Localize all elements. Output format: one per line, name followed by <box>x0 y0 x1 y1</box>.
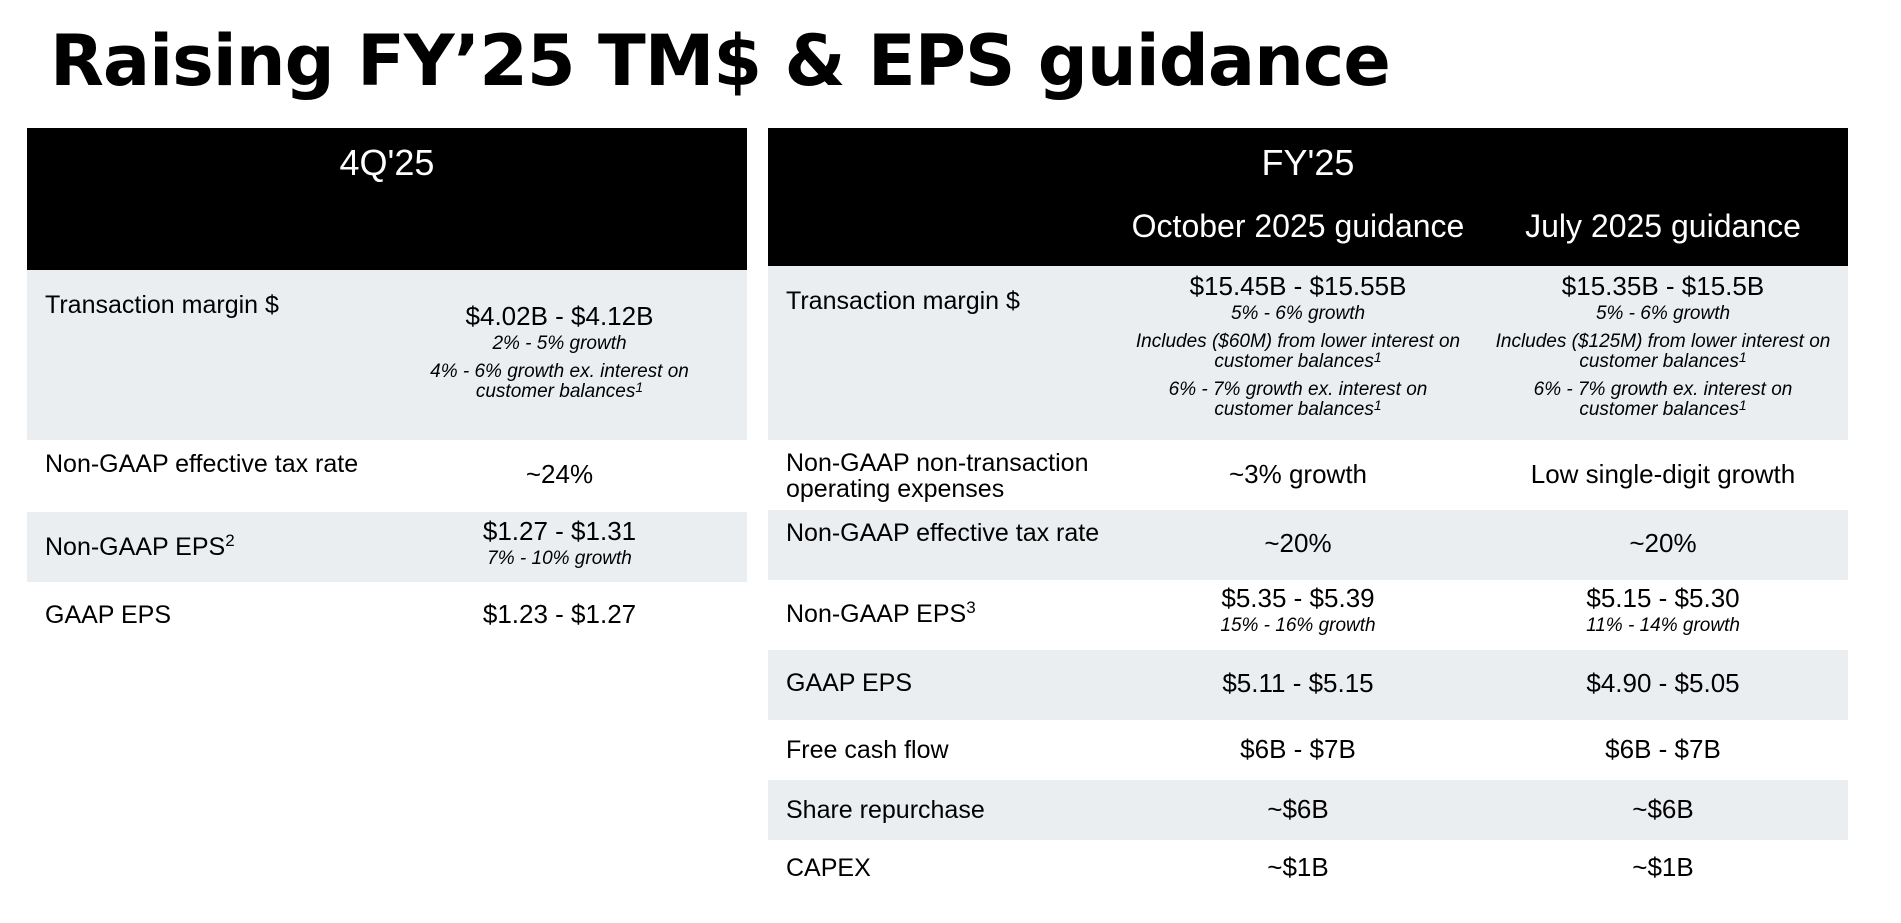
row-note: 15% - 16% growth <box>1220 614 1376 636</box>
row-value-cell: $5.35 - $5.39 15% - 16% growth <box>1118 583 1478 636</box>
note-text: Includes ($60M) from lower interest on c… <box>1135 330 1461 372</box>
table-row: GAAP EPS $5.11 - $5.15 $4.90 - $5.05 <box>768 650 1848 720</box>
column-header-october: October 2025 guidance <box>1131 208 1465 244</box>
row-value-cell: ~20% <box>1483 528 1843 559</box>
row-value-cell: $1.23 - $1.27 <box>362 599 757 630</box>
row-value-cell: $5.15 - $5.30 11% - 14% growth <box>1483 583 1843 636</box>
row-value: $5.35 - $5.39 <box>1221 583 1375 613</box>
row-value: ~$1B <box>1267 852 1329 882</box>
row-value: $6B - $7B <box>1605 734 1721 764</box>
row-value: $5.15 - $5.30 <box>1586 583 1740 613</box>
note-text: 6% - 7% growth ex. interest on customer … <box>1533 378 1793 420</box>
quarter-header-title: 4Q'25 <box>339 142 435 183</box>
row-value: $5.11 - $5.15 <box>1222 668 1374 698</box>
table-row: Share repurchase ~$6B ~$6B <box>768 780 1848 840</box>
row-value-cell: ~20% <box>1118 528 1478 559</box>
row-note: Includes ($60M) from lower interest on c… <box>1118 330 1478 372</box>
row-value-cell: ~24% <box>362 459 757 490</box>
row-note: 2% - 5% growth <box>492 332 627 354</box>
footnote-ref: 1 <box>1738 348 1747 365</box>
row-value: $4.90 - $5.05 <box>1586 668 1740 698</box>
row-value: $4.02B - $4.12B <box>465 301 654 331</box>
row-note: 6% - 7% growth ex. interest on customer … <box>1118 378 1478 420</box>
row-value: $15.45B - $15.55B <box>1189 271 1407 301</box>
table-row: CAPEX ~$1B ~$1B <box>768 840 1848 900</box>
row-value-cell: $6B - $7B <box>1483 734 1843 765</box>
fy-table-header: FY'25 October 2025 guidance July 2025 gu… <box>768 128 1848 266</box>
table-row: GAAP EPS $1.23 - $1.27 <box>27 582 747 654</box>
row-value-cell: $15.35B - $15.5B 5% - 6% growth Includes… <box>1483 271 1843 420</box>
footnote-ref: 2 <box>225 531 235 550</box>
row-value: $1.23 - $1.27 <box>482 599 637 629</box>
row-value: ~20% <box>1264 528 1332 558</box>
row-value-cell: $15.45B - $15.55B 5% - 6% growth Include… <box>1118 271 1478 420</box>
row-value: $6B - $7B <box>1240 734 1356 764</box>
table-row: Non-GAAP effective tax rate ~20% ~20% <box>768 510 1848 580</box>
row-label: Share repurchase <box>786 796 985 824</box>
row-label: GAAP EPS <box>786 669 912 697</box>
note-text: 4% - 6% growth ex. interest on customer … <box>430 360 689 402</box>
row-value: ~$6B <box>1632 794 1694 824</box>
footnote-ref: 1 <box>1738 396 1747 413</box>
row-note: 4% - 6% growth ex. interest on customer … <box>362 360 757 402</box>
row-value: ~$6B <box>1267 794 1329 824</box>
note-text: 6% - 7% growth ex. interest on customer … <box>1168 378 1428 420</box>
row-label: Non-GAAP EPS3 <box>786 598 976 628</box>
row-value-cell: $1.27 - $1.31 7% - 10% growth <box>362 516 757 569</box>
fy-header-title: FY'25 <box>1261 142 1355 183</box>
row-label: Non-GAAP EPS2 <box>45 531 235 561</box>
row-value: ~24% <box>525 459 594 489</box>
footnote-ref: 3 <box>966 598 976 617</box>
table-row: Non-GAAP EPS3 $5.35 - $5.39 15% - 16% gr… <box>768 580 1848 650</box>
row-value-cell: $4.90 - $5.05 <box>1483 668 1843 699</box>
row-label: CAPEX <box>786 854 871 882</box>
table-row: Free cash flow $6B - $7B $6B - $7B <box>768 720 1848 780</box>
row-note: 11% - 14% growth <box>1586 614 1740 636</box>
label-text: Non-GAAP EPS <box>786 600 967 628</box>
quarter-guidance-table: 4Q'25 Transaction margin $ $4.02B - $4.1… <box>27 128 747 654</box>
row-label: GAAP EPS <box>45 601 171 629</box>
row-value: ~3% growth <box>1228 459 1368 489</box>
table-row: Non-GAAP effective tax rate ~24% <box>27 440 747 512</box>
quarter-table-header: 4Q'25 <box>27 128 747 270</box>
footnote-ref: 1 <box>1373 396 1382 413</box>
row-value: Low single-digit growth <box>1530 459 1796 489</box>
row-value: ~$1B <box>1632 852 1694 882</box>
row-value-cell: ~$1B <box>1118 852 1478 883</box>
row-label: Non-GAAP non-transaction operating expen… <box>786 449 1089 503</box>
fy-guidance-table: FY'25 October 2025 guidance July 2025 gu… <box>768 128 1848 900</box>
table-row: Non-GAAP EPS2 $1.27 - $1.31 7% - 10% gro… <box>27 512 747 582</box>
table-row: Non-GAAP non-transaction operating expen… <box>768 440 1848 510</box>
row-note: 6% - 7% growth ex. interest on customer … <box>1483 378 1843 420</box>
page-title: Raising FY’25 TM$ & EPS guidance <box>50 20 1391 102</box>
row-value-cell: $5.11 - $5.15 <box>1118 668 1478 699</box>
row-value-cell: $4.02B - $4.12B 2% - 5% growth 4% - 6% g… <box>362 301 757 402</box>
table-row: Transaction margin $ $15.45B - $15.55B 5… <box>768 266 1848 440</box>
footnote-ref: 1 <box>1373 348 1382 365</box>
row-label: Free cash flow <box>786 736 949 764</box>
row-value: $15.35B - $15.5B <box>1561 271 1765 301</box>
row-value: ~20% <box>1629 528 1697 558</box>
row-value-cell: ~3% growth <box>1118 459 1478 490</box>
footnote-ref: 1 <box>635 378 644 395</box>
note-text: Includes ($125M) from lower interest on … <box>1495 330 1831 372</box>
row-value-cell: ~$1B <box>1483 852 1843 883</box>
row-value-cell: ~$6B <box>1483 794 1843 825</box>
row-value-cell: $6B - $7B <box>1118 734 1478 765</box>
row-label: Non-GAAP effective tax rate <box>45 450 359 478</box>
row-note: 5% - 6% growth <box>1595 302 1731 324</box>
row-note: 7% - 10% growth <box>487 547 632 569</box>
row-value-cell: Low single-digit growth <box>1483 459 1843 490</box>
row-value-cell: ~$6B <box>1118 794 1478 825</box>
column-header-july: July 2025 guidance <box>1525 208 1801 244</box>
row-label: Non-GAAP effective tax rate <box>786 519 1100 547</box>
row-value: $1.27 - $1.31 <box>482 516 637 546</box>
table-row: Transaction margin $ $4.02B - $4.12B 2% … <box>27 270 747 440</box>
row-label: Transaction margin $ <box>45 291 279 319</box>
row-note: 5% - 6% growth <box>1230 302 1366 324</box>
label-text: Non-GAAP EPS <box>45 533 226 561</box>
row-note: Includes ($125M) from lower interest on … <box>1483 330 1843 372</box>
row-label: Transaction margin $ <box>786 287 1020 315</box>
